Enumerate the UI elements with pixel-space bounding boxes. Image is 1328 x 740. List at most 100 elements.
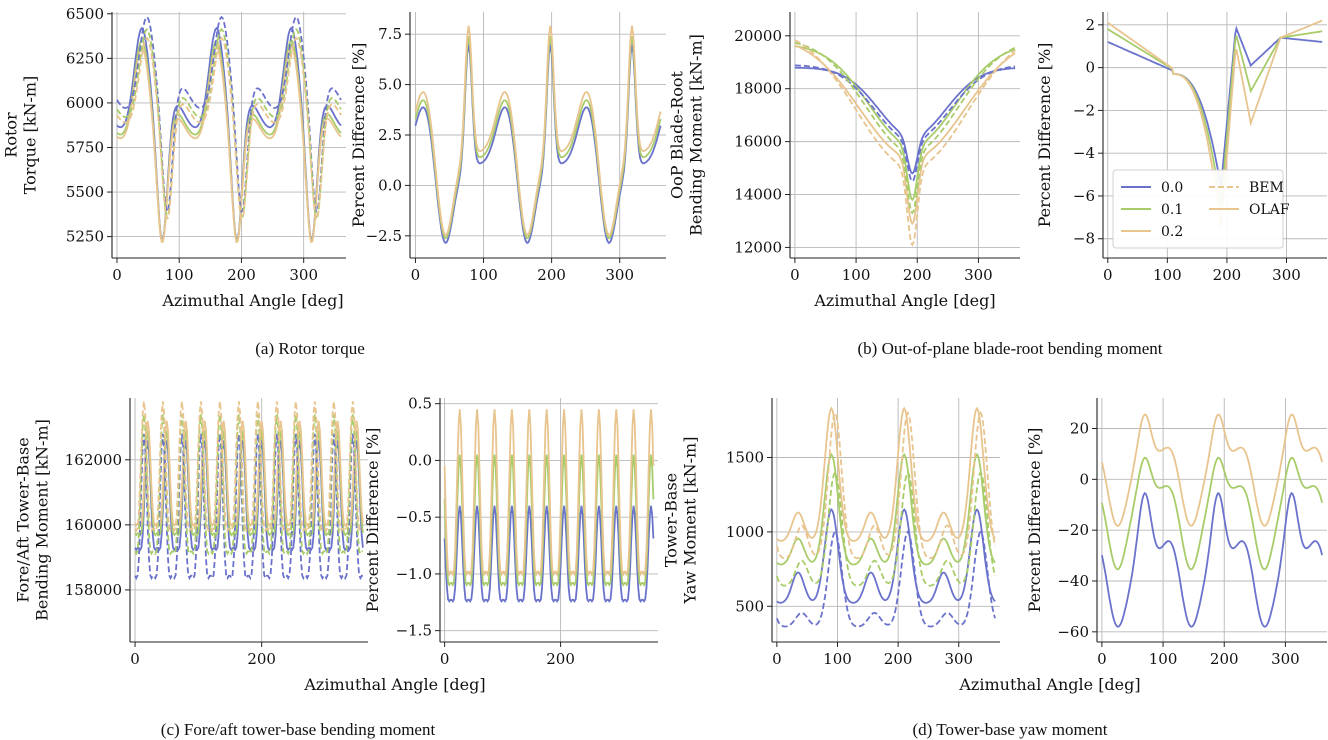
y-tick-label: 0: [1079, 470, 1089, 488]
series-line-0.2-dashed: [776, 410, 996, 560]
y-tick-label: 1000: [726, 523, 764, 541]
y-tick-label: −20: [1057, 521, 1089, 539]
y-tick-label: −1.5: [396, 622, 432, 640]
y-axis-label: Torque [kN-m]: [21, 76, 40, 195]
series-line-0.2-solid: [776, 406, 996, 542]
y-tick-label: 2: [1085, 16, 1095, 34]
x-tick-label: 0: [772, 650, 782, 668]
y-tick-label: −40: [1057, 572, 1089, 590]
y-tick-label: 20000: [734, 27, 782, 45]
y-tick-label: 6500: [66, 5, 104, 23]
x-tick-label: 0: [440, 650, 450, 668]
series-line-0.1-dashed: [134, 414, 363, 556]
series-line-0.1-solid: [1107, 28, 1323, 207]
x-tick-label: 200: [247, 650, 276, 668]
y-tick-label: −2.5: [366, 227, 402, 245]
y-tick-label: 12000: [734, 238, 782, 256]
series-line-0.0-dashed: [134, 433, 363, 581]
series-line-0.2-solid: [443, 409, 655, 577]
y-tick-label: −2: [1073, 101, 1095, 119]
x-tick-label: 300: [1271, 650, 1300, 668]
y-axis-label: Percent Difference [%]: [1035, 43, 1054, 228]
plot-a-left: 0 100 200 300 5250 5500 5750 6000 6250 6500 Rotor T…: [2, 5, 346, 284]
legend-label: BEM: [1249, 180, 1284, 196]
xlabel-d: Azimuthal Angle [deg]: [958, 675, 1140, 694]
series-line-0.0-solid: [134, 440, 364, 552]
series-line-0.1-solid: [134, 430, 364, 537]
y-tick-label: 1500: [726, 449, 764, 467]
x-tick-label: 0: [130, 650, 140, 668]
y-tick-label: 5.0: [378, 76, 402, 94]
plot-d-left: 0 100 200 300 500 1000 1500 Tower-Base Yaw Momen…: [662, 398, 1000, 668]
x-tick-label: 0: [790, 266, 800, 284]
x-tick-label: 100: [469, 266, 498, 284]
y-tick-label: 6250: [66, 49, 104, 67]
series-line-0.1-dashed: [116, 28, 342, 219]
x-tick-label: 100: [1153, 266, 1182, 284]
x-tick-label: 300: [1272, 266, 1301, 284]
series-line-0.1-solid: [794, 45, 1016, 202]
y-tick-label: 2.5: [378, 126, 402, 144]
y-tick-label: 0: [1085, 59, 1095, 77]
xlabel-a: Azimuthal Angle [deg]: [161, 291, 343, 310]
series-line-0.1-solid: [776, 452, 996, 566]
series-line-0.2-solid: [1101, 413, 1323, 527]
y-tick-label: −0.5: [396, 508, 432, 526]
x-tick-label: 200: [903, 266, 932, 284]
series-line-0.0-dashed: [776, 530, 996, 628]
series-line-0.2-solid: [794, 44, 1016, 226]
legend: 0.0 0.1 0.2 BEM OLAF: [1112, 169, 1290, 249]
series-line-0.1-dashed: [794, 41, 1016, 215]
y-tick-label: −4: [1073, 144, 1095, 162]
series-line-0.1-dashed: [776, 470, 996, 587]
xlabel-c: Azimuthal Angle [deg]: [303, 675, 485, 694]
y-tick-label: 5750: [66, 138, 104, 156]
legend-box: [1112, 169, 1284, 249]
x-tick-label: 200: [546, 650, 575, 668]
y-tick-label: 18000: [734, 80, 782, 98]
y-tick-label: −60: [1057, 623, 1089, 641]
x-tick-label: 0: [411, 266, 421, 284]
x-tick-label: 300: [605, 266, 634, 284]
x-tick-label: 300: [944, 650, 973, 668]
x-tick-label: 0: [1097, 650, 1107, 668]
y-tick-label: 158000: [65, 581, 122, 599]
series-line-0.1-solid: [1101, 456, 1323, 571]
plot-d-right: 0 100 200 300 −60 −40 −20 0 20 Percent Difference…: [1025, 398, 1327, 668]
xlabel-b: Azimuthal Angle [deg]: [813, 291, 995, 310]
x-tick-label: 100: [842, 266, 871, 284]
legend-label: OLAF: [1249, 202, 1290, 218]
y-tick-label: 16000: [734, 133, 782, 151]
y-tick-label: 20: [1070, 420, 1089, 438]
x-tick-label: 200: [884, 650, 913, 668]
y-tick-label: −6: [1073, 187, 1095, 205]
series-line-0.2-dashed: [116, 36, 342, 221]
y-tick-label: 14000: [734, 186, 782, 204]
x-tick-label: 300: [964, 266, 993, 284]
y-axis-label: Rotor: [2, 112, 21, 158]
series-line-0.2-solid: [414, 25, 662, 237]
plot-b-right: 0 100 200 300 −8 −6 −4 −2 0 2 Percent Difference […: [1035, 12, 1327, 284]
legend-label: 0.0: [1161, 180, 1183, 196]
x-tick-label: 300: [289, 266, 318, 284]
y-tick-label: 0.0: [408, 451, 432, 469]
y-axis-label: Yaw Moment [kN-m]: [681, 437, 700, 605]
y-tick-label: 5500: [66, 183, 104, 201]
x-tick-label: 200: [1210, 650, 1239, 668]
series-line-0.0-solid: [414, 44, 662, 245]
series-line-0.2-solid: [134, 420, 364, 527]
series-line-0.0-solid: [443, 505, 655, 603]
y-axis-label: Percent Difference [%]: [1025, 428, 1044, 613]
series-line-0.0-solid: [1101, 491, 1323, 628]
y-tick-label: 162000: [65, 451, 122, 469]
y-tick-label: 0.0: [378, 176, 402, 194]
plot-c-right: 0 200 −1.5 −1.0 −0.5 0.0 0.5 Percent Difference…: [363, 395, 658, 668]
legend-label: 0.1: [1161, 202, 1183, 218]
y-axis-label: Bending Moment [kN-m]: [687, 34, 706, 236]
y-tick-label: 160000: [65, 516, 122, 534]
plot-b-left: 0 100 200 300 12000 14000 16000 18000 20000 OoP B…: [668, 12, 1020, 284]
plot-c-left: 0 200 158000 160000 162000 Fore/Aft Tower-Bas…: [14, 398, 368, 668]
y-tick-label: −1.0: [396, 565, 432, 583]
caption-d: (d) Tower-base yaw moment: [912, 720, 1107, 739]
